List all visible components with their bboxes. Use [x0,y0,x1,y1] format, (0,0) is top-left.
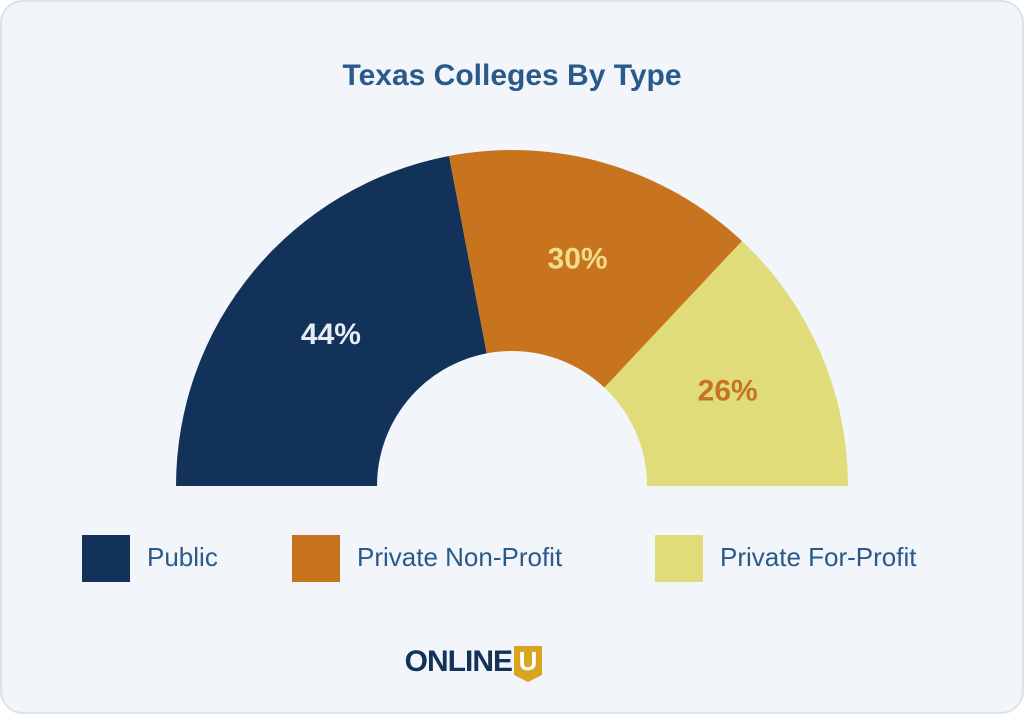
logo-text: ONLINE [405,645,512,678]
legend-label: Private For-Profit [720,542,917,572]
data-label: 44% [301,318,361,351]
data-label: 26% [698,375,758,408]
slice [176,155,487,486]
slice [449,150,743,388]
slice [604,241,848,486]
logo-mark: U [519,646,538,676]
legend-swatch [82,535,130,582]
legend-label: Public [147,542,218,572]
legend-swatch [292,535,340,582]
logo-badge [514,646,542,682]
chart-title: Texas Colleges By Type [342,59,681,92]
data-label: 30% [548,242,608,275]
logo: ONLINE U [405,645,542,682]
legend-swatch [655,535,703,582]
legend-label: Private Non-Profit [357,542,563,572]
